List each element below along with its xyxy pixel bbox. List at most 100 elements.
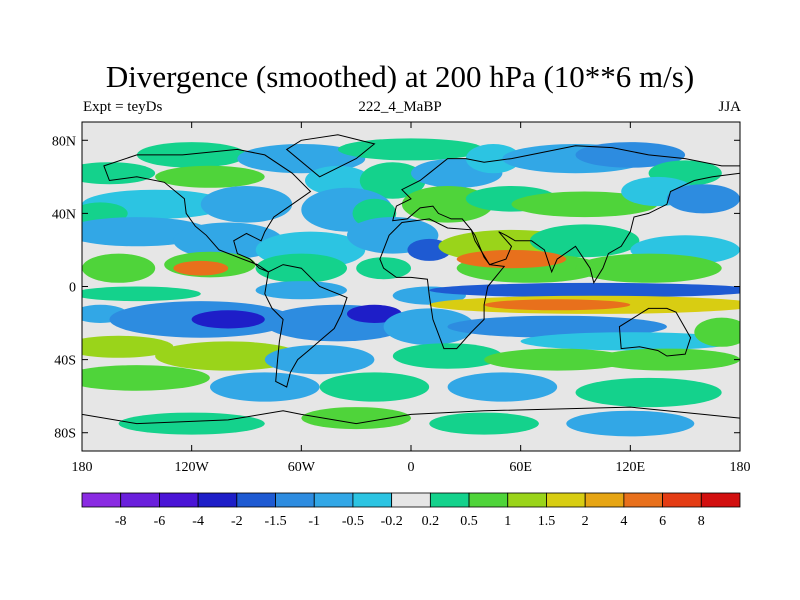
- x-tick-label: 60E: [509, 460, 532, 475]
- contour-blob: [155, 165, 265, 188]
- coastlines: [82, 134, 740, 451]
- x-tick-label: 180: [730, 460, 751, 475]
- axes: 180 120W 60W 0 60E 120E 180 80N 40N 0 40S 80S: [52, 122, 751, 475]
- contour-blob: [191, 310, 265, 329]
- contour-blob: [173, 260, 229, 276]
- colorbar-swatch: [546, 492, 586, 508]
- colorbar-label: 6: [659, 514, 666, 529]
- colorbar-swatch: [197, 492, 238, 508]
- colorbar-swatch: [623, 492, 663, 508]
- colorbar-label: 4: [620, 514, 627, 529]
- coastline: [392, 145, 740, 285]
- colorbar-label: -2: [231, 514, 243, 529]
- x-tick-label: 120W: [175, 460, 210, 475]
- colorbar-label: -1.5: [264, 514, 286, 529]
- contour-blob: [255, 281, 347, 300]
- contour-blob: [575, 142, 686, 168]
- contour-blob: [173, 222, 283, 260]
- contour-blob: [209, 372, 320, 402]
- contour-blob: [575, 377, 722, 408]
- contour-blob: [511, 191, 658, 218]
- contour-blob: [319, 372, 430, 402]
- contour-blob: [666, 184, 740, 214]
- colorbar-label: 0.5: [460, 514, 478, 529]
- contour-blob: [337, 138, 485, 161]
- contour-blob: [155, 341, 302, 371]
- contour-blob: [359, 162, 426, 199]
- contour-blob: [301, 407, 412, 430]
- plot-area: [82, 122, 740, 451]
- contour-blob: [429, 282, 740, 298]
- x-tick-label: 0: [408, 460, 415, 475]
- y-tick-label: 80S: [54, 427, 76, 442]
- coastline: [264, 264, 348, 388]
- contour-blob: [566, 410, 695, 437]
- colorbar-label: -0.2: [381, 514, 403, 529]
- coastline: [285, 134, 376, 178]
- contour-blob: [82, 253, 156, 283]
- contour-blob: [456, 250, 567, 269]
- colorbar-swatch: [313, 492, 354, 508]
- colorbar-label: -0.5: [342, 514, 364, 529]
- season-label: JJA: [718, 99, 741, 115]
- coastline: [103, 148, 312, 273]
- contour-blob: [136, 142, 247, 168]
- colorbar: -8 -6 -4 -2 -1.5 -1 -0.5 -0.2 0.2 0.5 1 1.5 2 4 6 8: [81, 492, 741, 529]
- colorbar-swatch: [700, 492, 741, 508]
- contour-blob: [82, 365, 210, 391]
- colorbar-label: -1: [308, 514, 320, 529]
- colorbar-swatch: [352, 492, 393, 508]
- contour-blob: [529, 224, 640, 258]
- colorbar-swatch: [275, 492, 315, 508]
- colorbar-swatch: [662, 492, 702, 508]
- colorbar-label: -6: [154, 514, 166, 529]
- contour-blob: [447, 372, 558, 402]
- contour-blob: [237, 144, 366, 174]
- contour-blob: [383, 308, 475, 346]
- colorbar-label: 1: [504, 514, 511, 529]
- contour-blob: [347, 304, 402, 323]
- y-tick-label: 40N: [52, 207, 76, 222]
- colorbar-swatch: [236, 492, 276, 508]
- colorbar-swatch: [507, 492, 547, 508]
- contour-blob: [82, 286, 201, 302]
- contour-blob: [305, 165, 371, 196]
- colorbar-label: 1.5: [538, 514, 556, 529]
- colorbar-label: -4: [192, 514, 204, 529]
- contour-blob: [694, 317, 740, 347]
- contour-blob: [82, 162, 156, 185]
- colorbar-swatch: [159, 492, 199, 508]
- y-tick-label: 40S: [54, 354, 76, 369]
- contour-blob: [118, 412, 265, 435]
- chart-title: Divergence (smoothed) at 200 hPa (10**6 …: [105, 59, 695, 94]
- x-tick-label: 60W: [288, 460, 316, 475]
- colorbar-label: 2: [582, 514, 589, 529]
- x-tick-label: 120E: [616, 460, 646, 475]
- contour-blob: [82, 335, 174, 358]
- colorbar-swatch: [120, 492, 160, 508]
- colorbar-swatch: [584, 492, 625, 508]
- contour-blob: [200, 186, 293, 223]
- contour-blob: [447, 315, 667, 338]
- y-tick-label: 0: [69, 281, 76, 296]
- colorbar-swatch: [468, 492, 509, 508]
- contour-blob: [264, 345, 375, 375]
- coastline: [379, 218, 506, 350]
- colorbar-label: 0.2: [422, 514, 440, 529]
- contour-blob: [484, 348, 631, 371]
- contour-blob: [392, 343, 503, 369]
- experiment-label: Expt = teyDs: [83, 99, 163, 115]
- colorbar-swatch: [391, 492, 431, 508]
- contour-blob: [593, 348, 740, 371]
- y-tick-label: 80N: [52, 134, 76, 149]
- contour-blob: [520, 332, 740, 351]
- colorbar-swatch: [429, 492, 470, 508]
- x-tick-label: 180: [72, 460, 93, 475]
- contour-blob: [575, 253, 722, 283]
- run-id-label: 222_4_MaBP: [358, 99, 442, 115]
- contour-fields: [82, 138, 740, 437]
- contour-blob: [465, 144, 521, 174]
- contour-blob: [484, 299, 631, 311]
- coastline: [82, 406, 740, 451]
